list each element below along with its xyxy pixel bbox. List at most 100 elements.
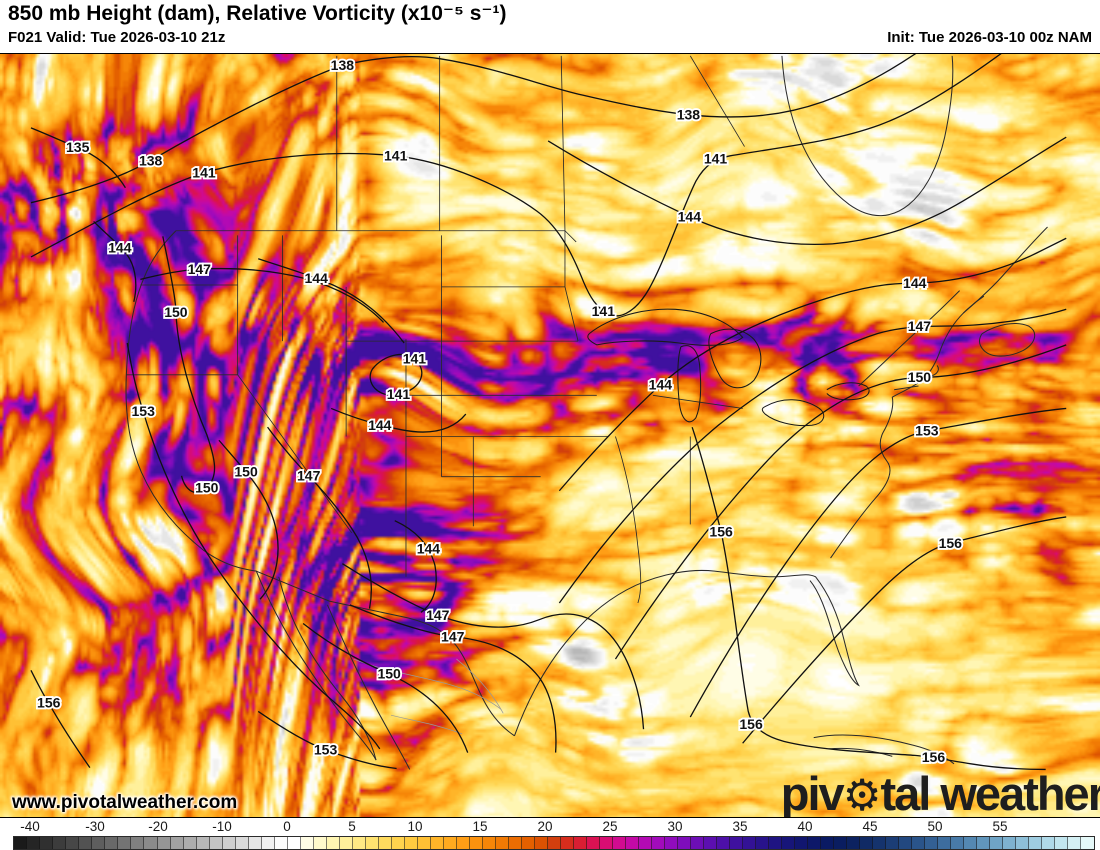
colorbar-segment	[53, 837, 67, 849]
contour-label: 156	[37, 695, 61, 711]
colorbar-segment	[820, 837, 834, 849]
colorbar-segment	[781, 837, 795, 849]
colorbar-segment	[1067, 837, 1081, 849]
contour-label: 138	[677, 106, 701, 122]
colorbar-segment	[560, 837, 574, 849]
height-contours	[30, 54, 1067, 771]
colorbar-segment	[755, 837, 769, 849]
colorbar-segment	[365, 837, 379, 849]
contour-label: 150	[164, 304, 188, 320]
colorbar-segment	[586, 837, 600, 849]
colorbar-segment	[651, 837, 665, 849]
colorbar-tick: 5	[348, 819, 356, 834]
great-lakes	[587, 308, 870, 427]
contour-label: 156	[922, 749, 946, 765]
colorbar-segment	[573, 837, 587, 849]
colorbar-segment	[859, 837, 873, 849]
colorbar-segment	[14, 837, 28, 849]
coastlines	[125, 55, 1048, 770]
colorbar-segment	[885, 837, 899, 849]
colorbar-segment	[391, 837, 405, 849]
contour-label: 147	[441, 628, 465, 644]
url-watermark: www.pivotalweather.com	[12, 792, 238, 813]
colorbar-tick: 45	[862, 819, 878, 834]
contour-label: 150	[377, 666, 401, 682]
colorbar-segment	[79, 837, 93, 849]
contour-label: 147	[908, 318, 932, 334]
contour-label: 153	[131, 403, 155, 419]
contour-label: 147	[297, 467, 321, 483]
colorbar-legend: -40 -30 -20 -10 0 5 10 15 20 25 30 35 40 45 50 55	[0, 818, 1100, 850]
map-overlay-svg: 135 138 138 138 141 141 141 141 141 141 144 144 144 1…	[30, 54, 1067, 771]
colorbar-segment	[1080, 837, 1094, 849]
colorbar-segment	[144, 837, 158, 849]
contour-label: 150	[234, 464, 258, 480]
colorbar	[13, 836, 1095, 850]
colorbar-segment	[807, 837, 821, 849]
contour-label: 144	[305, 270, 329, 286]
colorbar-segment	[430, 837, 444, 849]
brand-text-post: tal weather	[880, 767, 1100, 818]
colorbar-segment	[898, 837, 912, 849]
colorbar-segment	[937, 837, 951, 849]
contour-label: 144	[368, 417, 392, 433]
contour-label: 156	[939, 535, 963, 551]
colorbar-segment	[157, 837, 171, 849]
colorbar-segment	[508, 837, 522, 849]
colorbar-segment	[794, 837, 808, 849]
brand-watermark: piv⚙tal weather	[781, 766, 1100, 818]
colorbar-segment	[378, 837, 392, 849]
colorbar-segment	[261, 837, 275, 849]
colorbar-tick: 0	[283, 819, 291, 834]
colorbar-segment	[300, 837, 314, 849]
gear-icon: ⚙	[842, 772, 882, 818]
colorbar-segment	[1015, 837, 1029, 849]
contour-label: 144	[903, 275, 927, 291]
colorbar-segment	[443, 837, 457, 849]
contour-label: 138	[139, 152, 163, 168]
colorbar-segment	[833, 837, 847, 849]
colorbar-segment	[456, 837, 470, 849]
contour-label: 156	[709, 524, 733, 540]
colorbar-segment	[92, 837, 106, 849]
colorbar-tick: -10	[212, 819, 232, 834]
contour-label: 138	[331, 57, 355, 73]
colorbar-segment	[170, 837, 184, 849]
colorbar-segment	[664, 837, 678, 849]
colorbar-segment	[963, 837, 977, 849]
colorbar-segment	[625, 837, 639, 849]
colorbar-segment	[521, 837, 535, 849]
colorbar-segment	[105, 837, 119, 849]
colorbar-segment	[339, 837, 353, 849]
colorbar-ticks: -40 -30 -20 -10 0 5 10 15 20 25 30 35 40 45 50 55	[0, 819, 1100, 835]
map-area: 135 138 138 138 141 141 141 141 141 141 144 144 144 1…	[0, 53, 1100, 818]
colorbar-segment	[599, 837, 613, 849]
colorbar-tick: 55	[992, 819, 1008, 834]
colorbar-segment	[404, 837, 418, 849]
valid-time-label: F021 Valid: Tue 2026-03-10 21z	[8, 29, 226, 46]
colorbar-segment	[326, 837, 340, 849]
contour-label: 147	[426, 607, 450, 623]
colorbar-segment	[131, 837, 145, 849]
colorbar-segment	[495, 837, 509, 849]
colorbar-tick: -20	[148, 819, 168, 834]
contour-label: 156	[739, 716, 763, 732]
colorbar-segment	[27, 837, 41, 849]
colorbar-segment	[209, 837, 223, 849]
colorbar-segment	[690, 837, 704, 849]
colorbar-segment	[313, 837, 327, 849]
contour-label: 135	[66, 139, 90, 155]
contour-label: 153	[314, 741, 338, 757]
colorbar-segment	[1028, 837, 1042, 849]
state-borders	[126, 55, 745, 604]
colorbar-segment	[417, 837, 431, 849]
colorbar-segment	[196, 837, 210, 849]
colorbar-segment	[950, 837, 964, 849]
page-title: 850 mb Height (dam), Relative Vorticity …	[8, 2, 507, 25]
contour-label: 144	[108, 239, 132, 255]
colorbar-tick: -40	[20, 819, 40, 834]
colorbar-segment	[547, 837, 561, 849]
colorbar-segment	[352, 837, 366, 849]
colorbar-segment	[976, 837, 990, 849]
